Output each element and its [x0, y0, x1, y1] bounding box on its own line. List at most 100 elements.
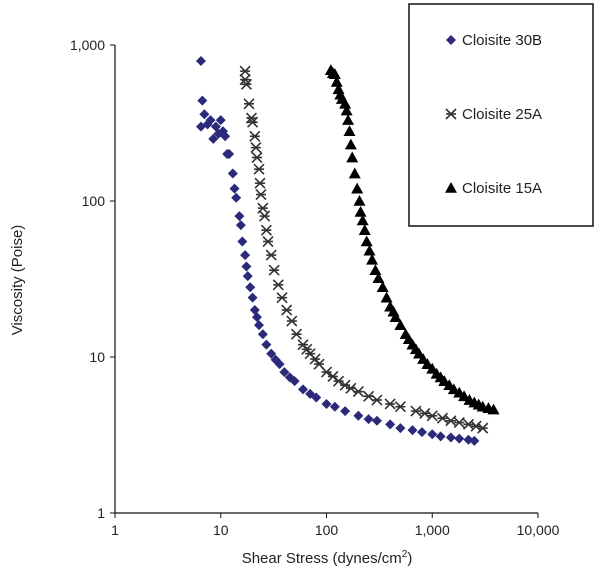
data-point — [344, 138, 357, 150]
data-point — [227, 168, 238, 179]
data-point — [254, 177, 266, 189]
data-point — [261, 339, 272, 350]
data-point — [436, 412, 449, 424]
axes: 1 10 100 1,000 10,000 1 10 100 1,000 — [70, 37, 560, 538]
legend: Cloisite 30B Cloisite 25A Cloisite 15A — [408, 3, 594, 227]
data-point — [234, 211, 245, 222]
data-point — [427, 429, 438, 440]
data-point — [262, 235, 274, 248]
data-point — [329, 401, 340, 412]
x-axis-label-sup: 2 — [402, 549, 408, 560]
legend-box — [408, 3, 594, 227]
data-point — [276, 292, 288, 304]
data-point — [266, 348, 277, 359]
legend-label: Cloisite 30B — [462, 32, 542, 49]
data-point — [356, 214, 369, 226]
data-point — [249, 130, 261, 142]
data-point — [328, 68, 341, 79]
data-point — [417, 427, 428, 438]
data-point — [407, 425, 418, 436]
data-point — [470, 420, 482, 432]
data-point — [394, 319, 407, 330]
data-point — [385, 419, 396, 430]
data-point — [289, 376, 300, 387]
data-point — [251, 151, 263, 164]
data-point — [353, 410, 364, 421]
data-point — [260, 224, 272, 236]
data-point — [281, 304, 293, 316]
data-point — [268, 264, 280, 276]
data-point — [286, 315, 298, 327]
data-point — [371, 415, 382, 426]
legend-label: Cloisite 25A — [462, 106, 542, 123]
data-point — [279, 367, 290, 378]
data-marks — [195, 55, 500, 446]
data-point — [346, 151, 359, 163]
x-tick-label: 100 — [315, 522, 339, 538]
data-point — [251, 312, 262, 323]
legend-label: Cloisite 15A — [462, 180, 542, 197]
data-point — [352, 386, 364, 398]
data-point — [410, 405, 422, 417]
x-axis-label: Shear Stress (dynes/cm2) — [242, 549, 413, 567]
data-point — [376, 281, 389, 293]
data-point — [242, 271, 253, 282]
data-point — [208, 133, 219, 144]
data-point — [298, 384, 309, 395]
data-point — [348, 167, 361, 179]
data-point — [371, 394, 383, 406]
data-point — [419, 407, 431, 419]
data-point — [237, 236, 248, 247]
data-point — [394, 401, 406, 413]
y-tick-label: 1,000 — [70, 37, 105, 53]
legend-marker-asterisk-icon — [445, 108, 457, 120]
y-axis-label: Viscosity (Poise) — [9, 225, 26, 336]
data-point — [199, 109, 210, 120]
data-point — [360, 235, 373, 247]
x-axis-label-main: Shear Stress (dynes/cm — [242, 550, 402, 567]
data-point — [321, 398, 332, 409]
data-point — [339, 97, 352, 109]
data-point — [353, 195, 366, 206]
data-point — [259, 210, 271, 222]
data-point — [330, 75, 343, 87]
data-point — [247, 292, 258, 303]
data-point — [231, 192, 242, 203]
data-point — [243, 98, 255, 110]
data-point — [215, 115, 226, 126]
data-point — [354, 206, 367, 217]
data-point — [363, 390, 375, 402]
data-point — [265, 249, 277, 261]
legend-marker-diamond-icon — [446, 35, 456, 45]
data-point — [249, 305, 260, 316]
data-point — [445, 415, 457, 427]
data-point — [366, 253, 379, 265]
data-point — [462, 418, 475, 430]
data-point — [240, 78, 253, 90]
series-cloisite-25a — [239, 65, 489, 434]
data-point — [372, 272, 385, 283]
legend-marker-triangle-icon — [445, 182, 457, 193]
data-point — [363, 414, 374, 425]
data-point — [469, 435, 480, 446]
data-point — [235, 220, 246, 231]
data-point — [340, 104, 353, 116]
data-point — [384, 398, 396, 410]
data-point — [240, 250, 251, 261]
data-point — [250, 142, 262, 154]
data-point — [197, 95, 208, 106]
data-point — [435, 431, 446, 442]
data-point — [247, 116, 259, 128]
y-tick-label: 1 — [97, 505, 105, 521]
data-point — [255, 188, 267, 201]
data-point — [272, 279, 284, 291]
data-point — [454, 433, 465, 444]
data-point — [195, 55, 206, 66]
data-point — [290, 328, 303, 340]
data-point — [358, 224, 371, 235]
data-point — [453, 416, 465, 429]
data-point — [395, 423, 406, 434]
data-point — [445, 432, 456, 443]
x-tick-label: 10,000 — [517, 522, 560, 538]
x-tick-label: 10 — [213, 522, 229, 538]
